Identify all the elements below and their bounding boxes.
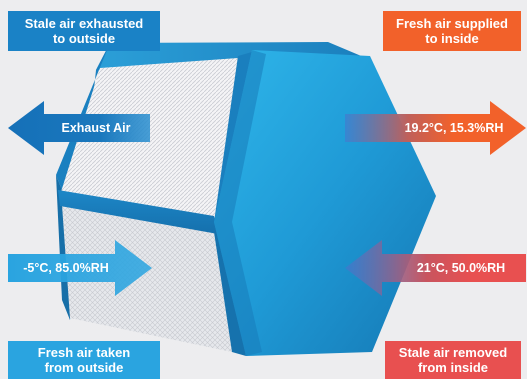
core-top-edge (96, 42, 366, 70)
core-divider-stripe (58, 190, 218, 234)
indoor-arrow (345, 240, 526, 296)
exhaust-arrow-label: Exhaust Air (61, 121, 131, 135)
fresh-air-taken-label: Fresh air taken from outside (8, 341, 160, 379)
lower-fin-face (62, 205, 232, 352)
exhaust-arrow (8, 101, 150, 155)
stale-air-removed-label: Stale air removed from inside (385, 341, 521, 379)
stale-air-exhausted-label: Stale air exhausted to outside (8, 11, 160, 51)
outdoor-arrow (8, 240, 152, 296)
core-hexagon-shade (214, 50, 266, 356)
core-front-edge-lower (214, 228, 246, 356)
core-left-frame-lower (56, 175, 70, 320)
supply-arrow (345, 101, 526, 155)
fresh-air-supplied-label: Fresh air supplied to inside (383, 11, 521, 51)
outdoor-arrow-label: -5°C, 85.0%RH (23, 261, 109, 275)
supply-arrow-label: 19.2°C, 15.3%RH (404, 121, 504, 135)
indoor-arrow-label: 21°C, 50.0%RH (416, 261, 506, 275)
